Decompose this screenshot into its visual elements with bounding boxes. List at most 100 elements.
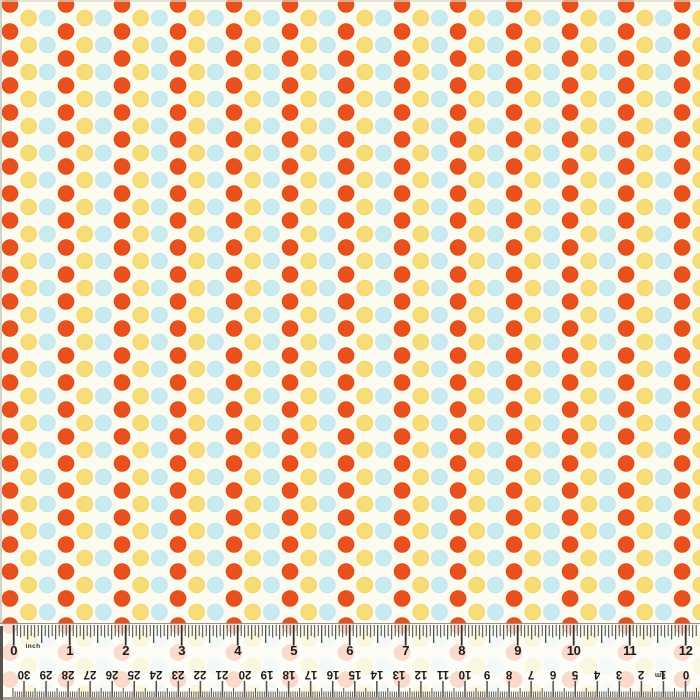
orange-dot	[449, 320, 467, 337]
orange-dot	[393, 374, 411, 391]
yellow-dot	[356, 36, 374, 54]
blue-dot	[543, 441, 560, 459]
yellow-dot	[20, 603, 37, 621]
yellow-dot	[468, 144, 486, 162]
orange-dot	[505, 239, 523, 256]
orange-dot	[225, 428, 243, 445]
orange-dot	[673, 239, 691, 256]
blue-dot	[431, 333, 448, 351]
orange-dot	[1, 185, 19, 202]
yellow-dot	[300, 603, 318, 621]
orange-dot	[505, 320, 523, 337]
orange-dot	[449, 185, 467, 202]
orange-dot	[225, 482, 243, 499]
blue-dot	[263, 414, 280, 432]
blue-dot	[207, 441, 224, 459]
yellow-dot	[692, 117, 700, 135]
orange-dot	[617, 536, 635, 553]
blue-dot	[431, 252, 448, 270]
yellow-dot	[580, 90, 598, 108]
blue-dot	[95, 549, 112, 567]
inch-label-0: 0	[10, 643, 18, 658]
blue-dot	[319, 441, 336, 459]
blue-dot	[319, 252, 336, 270]
orange-dot	[449, 455, 467, 472]
blue-dot	[487, 360, 504, 378]
orange-dot	[561, 428, 579, 445]
orange-dot	[561, 266, 579, 283]
orange-dot	[113, 131, 131, 148]
blue-dot	[431, 549, 448, 567]
yellow-dot	[692, 387, 700, 405]
yellow-dot	[524, 279, 542, 297]
yellow-dot	[356, 252, 374, 270]
yellow-dot	[188, 549, 206, 567]
blue-dot	[543, 360, 560, 378]
yellow-dot	[20, 495, 37, 513]
orange-dot	[449, 50, 467, 67]
cm-label-22: 22	[193, 668, 207, 680]
inch-label-3: 3	[178, 643, 186, 658]
yellow-dot	[580, 522, 598, 540]
orange-dot	[561, 374, 579, 391]
blue-dot	[655, 468, 672, 486]
blue-dot	[543, 387, 560, 405]
blue-dot	[151, 90, 168, 108]
yellow-dot	[524, 576, 542, 594]
yellow-dot	[692, 198, 700, 216]
blue-dot	[487, 90, 504, 108]
yellow-dot	[132, 171, 149, 189]
orange-dot	[281, 131, 299, 148]
cm-label-6: 6	[549, 668, 557, 680]
blue-dot	[319, 198, 336, 216]
blue-dot	[543, 63, 560, 81]
orange-dot	[1, 320, 19, 337]
orange-dot	[1, 374, 19, 391]
blue-dot	[263, 63, 280, 81]
yellow-dot	[76, 171, 93, 189]
yellow-dot	[188, 63, 206, 81]
blue-dot	[655, 252, 672, 270]
blue-dot	[375, 387, 392, 405]
orange-dot	[281, 77, 299, 94]
blue-dot	[39, 576, 56, 594]
cm-label-9: 9	[483, 668, 491, 680]
orange-dot	[617, 158, 635, 175]
yellow-dot	[20, 9, 37, 27]
orange-dot	[561, 0, 579, 13]
yellow-dot	[356, 333, 374, 351]
yellow-dot	[580, 9, 598, 27]
orange-dot	[673, 482, 691, 499]
blue-dot	[375, 468, 392, 486]
orange-dot	[225, 293, 243, 310]
blue-dot	[655, 171, 672, 189]
orange-dot	[393, 23, 411, 40]
blue-dot	[487, 279, 504, 297]
yellow-dot	[300, 387, 318, 405]
yellow-dot	[580, 333, 598, 351]
blue-dot	[655, 414, 672, 432]
blue-dot	[319, 576, 336, 594]
blue-dot	[95, 576, 112, 594]
yellow-dot	[524, 63, 542, 81]
yellow-dot	[300, 333, 318, 351]
orange-dot	[505, 104, 523, 121]
orange-dot	[57, 401, 75, 418]
cm-label-28: 28	[61, 668, 75, 680]
blue-dot	[375, 414, 392, 432]
cm-label-3: 3	[616, 668, 623, 680]
blue-dot	[431, 387, 448, 405]
blue-dot	[207, 252, 224, 270]
cm-label-13: 13	[392, 668, 406, 680]
blue-dot	[599, 495, 616, 513]
yellow-dot	[636, 333, 654, 351]
orange-dot	[169, 50, 187, 67]
yellow-dot	[20, 117, 37, 135]
yellow-dot	[468, 279, 486, 297]
yellow-dot	[692, 279, 700, 297]
yellow-dot	[188, 36, 206, 54]
blue-dot	[431, 468, 448, 486]
yellow-dot	[524, 414, 542, 432]
ruler-left-end-shadow	[0, 626, 3, 700]
yellow-dot	[468, 522, 486, 540]
